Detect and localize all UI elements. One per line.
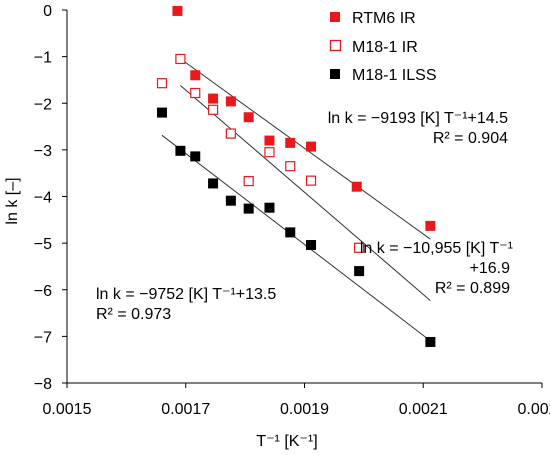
annotation-m18-1-ir: ln k = −10,955 [K] T⁻¹ +16.9 R² = 0.899 (360, 240, 513, 297)
fit-line (161, 134, 431, 342)
fit-line (180, 85, 431, 301)
legend-label-m18-1-ilss: M18-1 ILSS (352, 67, 436, 84)
annotation-m18-ir-equation: ln k = −10,955 [K] T⁻¹ (360, 240, 513, 257)
y-tick-label: 0 (43, 3, 52, 20)
point-m18-1-ilss (175, 145, 186, 156)
point-m18-1-ir (190, 87, 201, 99)
annotation-rtm6-ir: ln k = −9193 [K] T⁻¹+14.5 R² = 0.904 (328, 110, 508, 147)
point-m18-1-ilss (264, 202, 275, 213)
annotation-rtm6-equation: ln k = −9193 [K] T⁻¹+14.5 (328, 110, 508, 127)
point-m18-1-ilss (225, 195, 236, 206)
y-tick-label: −7 (34, 329, 52, 346)
point-rtm6-ir (425, 220, 436, 231)
point-m18-1-ir (354, 242, 365, 253)
annotation-m18-1-ilss: ln k = −9752 [K] T⁻¹+13.5 R² = 0.973 (96, 286, 276, 323)
y-tick-label: −6 (34, 283, 52, 300)
point-m18-1-ilss (354, 266, 365, 277)
x-tick-label: 0.0021 (399, 401, 448, 418)
legend-label-m18-1-ir: M18-1 IR (352, 39, 418, 56)
point-rtm6-ir (306, 141, 317, 152)
point-m18-1-ir (285, 161, 296, 172)
y-tick-label: −1 (34, 50, 52, 67)
annotation-m18-ilss-equation: ln k = −9752 [K] T⁻¹+13.5 (96, 286, 276, 303)
point-rtm6-ir (243, 112, 254, 123)
point-m18-1-ir (156, 78, 168, 89)
point-rtm6-ir (172, 5, 183, 16)
point-m18-1-ilss (285, 227, 296, 238)
x-ticks: 0.0015 0.0017 0.0019 0.0021 0.0023 (43, 383, 550, 418)
point-rtm6-ir (225, 96, 236, 107)
point-m18-1-ilss (306, 239, 317, 250)
legend-marker-m18-1-ir (329, 39, 342, 52)
legend-label-rtm6-ir: RTM6 IR (352, 10, 416, 27)
annotation-rtm6-r2: R² = 0.904 (433, 130, 508, 147)
x-tick-label: 0.0015 (43, 401, 92, 418)
annotation-m18-ilss-r2: R² = 0.973 (96, 306, 171, 323)
point-m18-1-ilss (157, 107, 167, 118)
y-tick-label: −8 (34, 376, 52, 393)
point-m18-1-ir (305, 175, 317, 186)
annotation-m18-ir-r2: R² = 0.899 (435, 280, 510, 297)
point-m18-1-ilss (243, 203, 254, 214)
legend-marker-rtm6-ir (330, 12, 340, 22)
point-rtm6-ir (351, 181, 362, 192)
y-axis-label: ln k [–] (4, 177, 21, 224)
y-tick-label: −4 (34, 190, 52, 207)
legend: RTM6 IR M18-1 IR M18-1 ILSS (329, 10, 436, 84)
x-tick-label: 0.0019 (280, 401, 329, 418)
point-m18-1-ir (207, 104, 219, 115)
annotation-m18-ir-intercept: +16.9 (470, 260, 511, 277)
x-tick-label: 0.0023 (518, 401, 550, 418)
point-rtm6-ir (264, 135, 275, 146)
fit-lines (161, 58, 431, 342)
data-points (156, 5, 436, 347)
point-m18-1-ir (225, 128, 236, 139)
x-tick-label: 0.0017 (161, 401, 210, 418)
y-tick-label: −2 (34, 96, 52, 113)
point-rtm6-ir (285, 137, 296, 148)
point-m18-1-ilss (425, 336, 436, 347)
point-rtm6-ir (190, 70, 201, 81)
y-tick-label: −5 (34, 236, 52, 253)
y-ticks: 0 −1 −2 −3 −4 −5 −6 −7 −8 (34, 3, 67, 393)
point-rtm6-ir (208, 93, 219, 104)
axes (66, 10, 542, 384)
fit-line (180, 58, 431, 240)
y-tick-label: −3 (34, 143, 52, 160)
legend-marker-m18-1-ilss (330, 69, 340, 79)
point-m18-1-ir (264, 147, 275, 158)
point-m18-1-ilss (190, 151, 201, 162)
point-m18-1-ir (243, 176, 254, 187)
point-m18-1-ilss (208, 178, 219, 189)
point-m18-1-ir (175, 53, 186, 65)
x-axis-label: T⁻¹ [K⁻¹] (256, 433, 317, 450)
